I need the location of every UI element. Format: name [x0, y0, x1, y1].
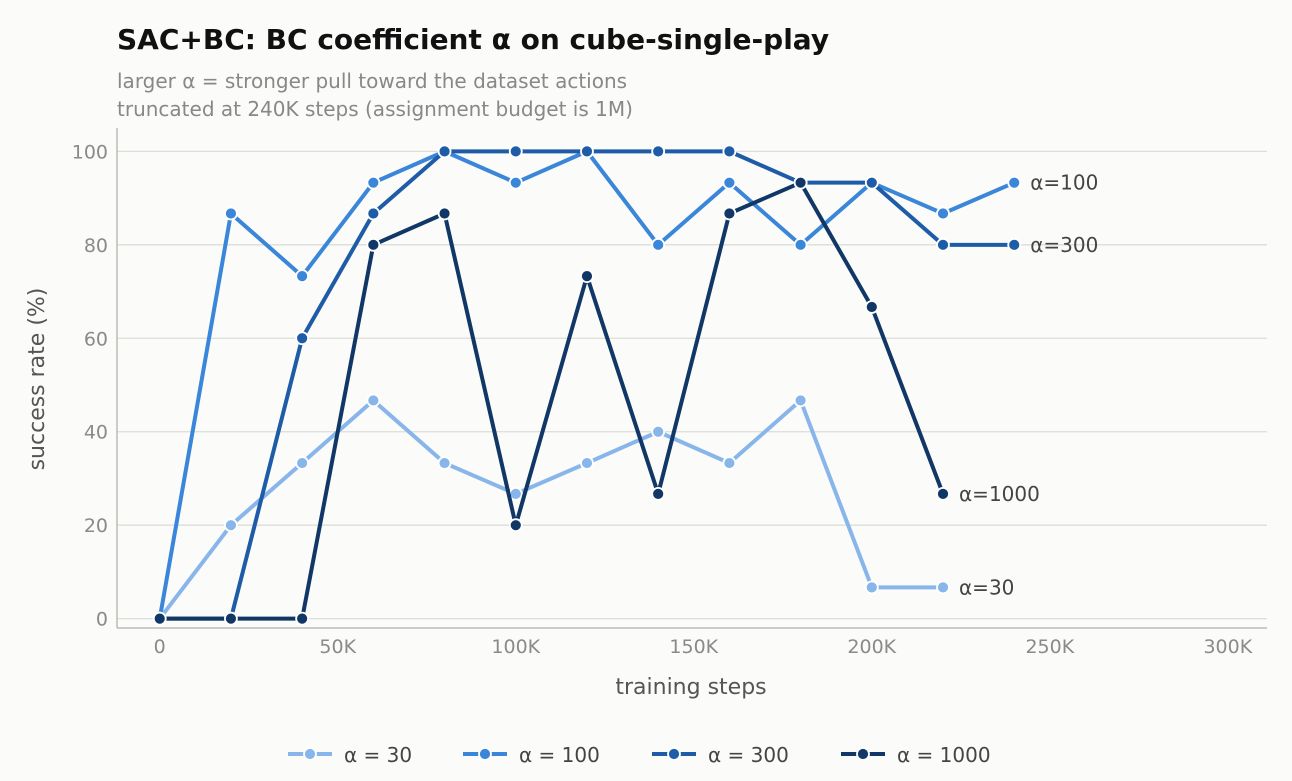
x-tick-label: 250K — [1025, 636, 1074, 658]
data-point — [936, 206, 950, 221]
legend-swatch-marker — [303, 747, 317, 761]
data-point — [224, 518, 238, 533]
series-layer: α=30 α=100 α=300 α=1000 — [152, 144, 1098, 626]
x-axis-label: training steps — [615, 675, 766, 700]
x-tick-labels: 0 50K 100K 150K 200K 250K 300K — [154, 636, 1253, 658]
data-point — [722, 175, 737, 190]
series-line — [157, 149, 1017, 621]
series-0: α=30 — [152, 393, 1014, 626]
x-tick-label: 300K — [1203, 636, 1252, 658]
x-tick-label: 150K — [669, 636, 718, 658]
chart-subtitle-line-2: truncated at 240K steps (assignment budg… — [117, 97, 633, 121]
data-point — [580, 269, 594, 284]
legend-item: α = 1000 — [841, 743, 991, 767]
data-point — [651, 486, 666, 501]
series-line — [157, 180, 946, 621]
chart-title: SAC+BC: BC coefficient α on cube-single-… — [117, 23, 829, 56]
data-point — [651, 237, 666, 252]
data-point — [936, 580, 950, 595]
data-point — [793, 175, 808, 190]
y-tick-label: 100 — [72, 141, 108, 163]
data-point — [366, 206, 381, 221]
legend-label: α = 300 — [708, 743, 789, 767]
data-point — [508, 518, 523, 533]
data-point — [295, 269, 310, 284]
data-point — [295, 331, 310, 346]
x-tick-label: 200K — [847, 636, 896, 658]
data-point — [651, 424, 666, 439]
legend-swatch-marker — [667, 747, 681, 761]
y-tick-label: 60 — [84, 328, 108, 350]
x-tick-label: 50K — [319, 636, 356, 658]
data-point — [864, 175, 879, 190]
data-point — [366, 237, 381, 252]
data-point — [295, 611, 310, 626]
data-point — [508, 144, 523, 159]
y-tick-label: 80 — [84, 235, 108, 257]
legend-label: α = 1000 — [897, 743, 991, 767]
y-tick-label: 40 — [84, 422, 108, 444]
series-end-label: α=300 — [1030, 233, 1098, 257]
data-point — [224, 611, 238, 626]
x-tick-label: 0 — [154, 636, 166, 658]
data-point — [722, 456, 737, 470]
series-end-label: α=1000 — [959, 482, 1040, 506]
legend: α = 30 α = 100 α = 300 α = 1000 — [288, 743, 991, 767]
axes — [116, 128, 1267, 629]
data-point — [864, 580, 879, 595]
chart-subtitle-line-1: larger α = stronger pull toward the data… — [117, 69, 627, 93]
legend-label: α = 30 — [344, 743, 412, 767]
data-point — [366, 175, 381, 190]
x-tick-label: 100K — [491, 636, 540, 658]
data-point — [366, 393, 381, 408]
data-point — [793, 393, 808, 408]
data-point — [722, 144, 737, 159]
data-point — [437, 144, 452, 159]
series-line — [157, 149, 1017, 621]
data-point — [651, 144, 666, 159]
series-2: α=300 — [152, 144, 1098, 626]
data-point — [1007, 237, 1022, 252]
legend-item: α = 30 — [288, 743, 412, 767]
series-end-label: α=100 — [1030, 171, 1098, 195]
series-1: α=100 — [152, 144, 1098, 626]
y-axis-label: success rate (%) — [25, 288, 50, 471]
data-point — [722, 206, 737, 221]
legend-label: α = 100 — [519, 743, 600, 767]
data-point — [224, 206, 238, 221]
y-tick-label: 0 — [96, 609, 108, 631]
legend-swatch-marker — [478, 747, 492, 761]
data-point — [864, 300, 879, 314]
data-point — [437, 456, 452, 470]
legend-item: α = 100 — [463, 743, 600, 767]
data-point — [508, 175, 523, 190]
data-point — [295, 456, 310, 470]
data-point — [580, 456, 594, 470]
data-point — [936, 486, 950, 501]
series-line — [157, 398, 946, 621]
legend-swatch-marker — [856, 747, 870, 761]
data-point — [437, 206, 452, 221]
data-point — [936, 237, 950, 252]
data-point — [580, 144, 594, 159]
y-tick-label: 20 — [84, 515, 108, 537]
legend-item: α = 300 — [652, 743, 789, 767]
data-point — [152, 611, 167, 626]
series-end-label: α=30 — [959, 575, 1014, 599]
data-point — [793, 237, 808, 252]
data-point — [1007, 175, 1022, 190]
y-tick-labels: 0 20 40 60 80 100 — [72, 141, 108, 630]
series-3: α=1000 — [152, 175, 1040, 626]
